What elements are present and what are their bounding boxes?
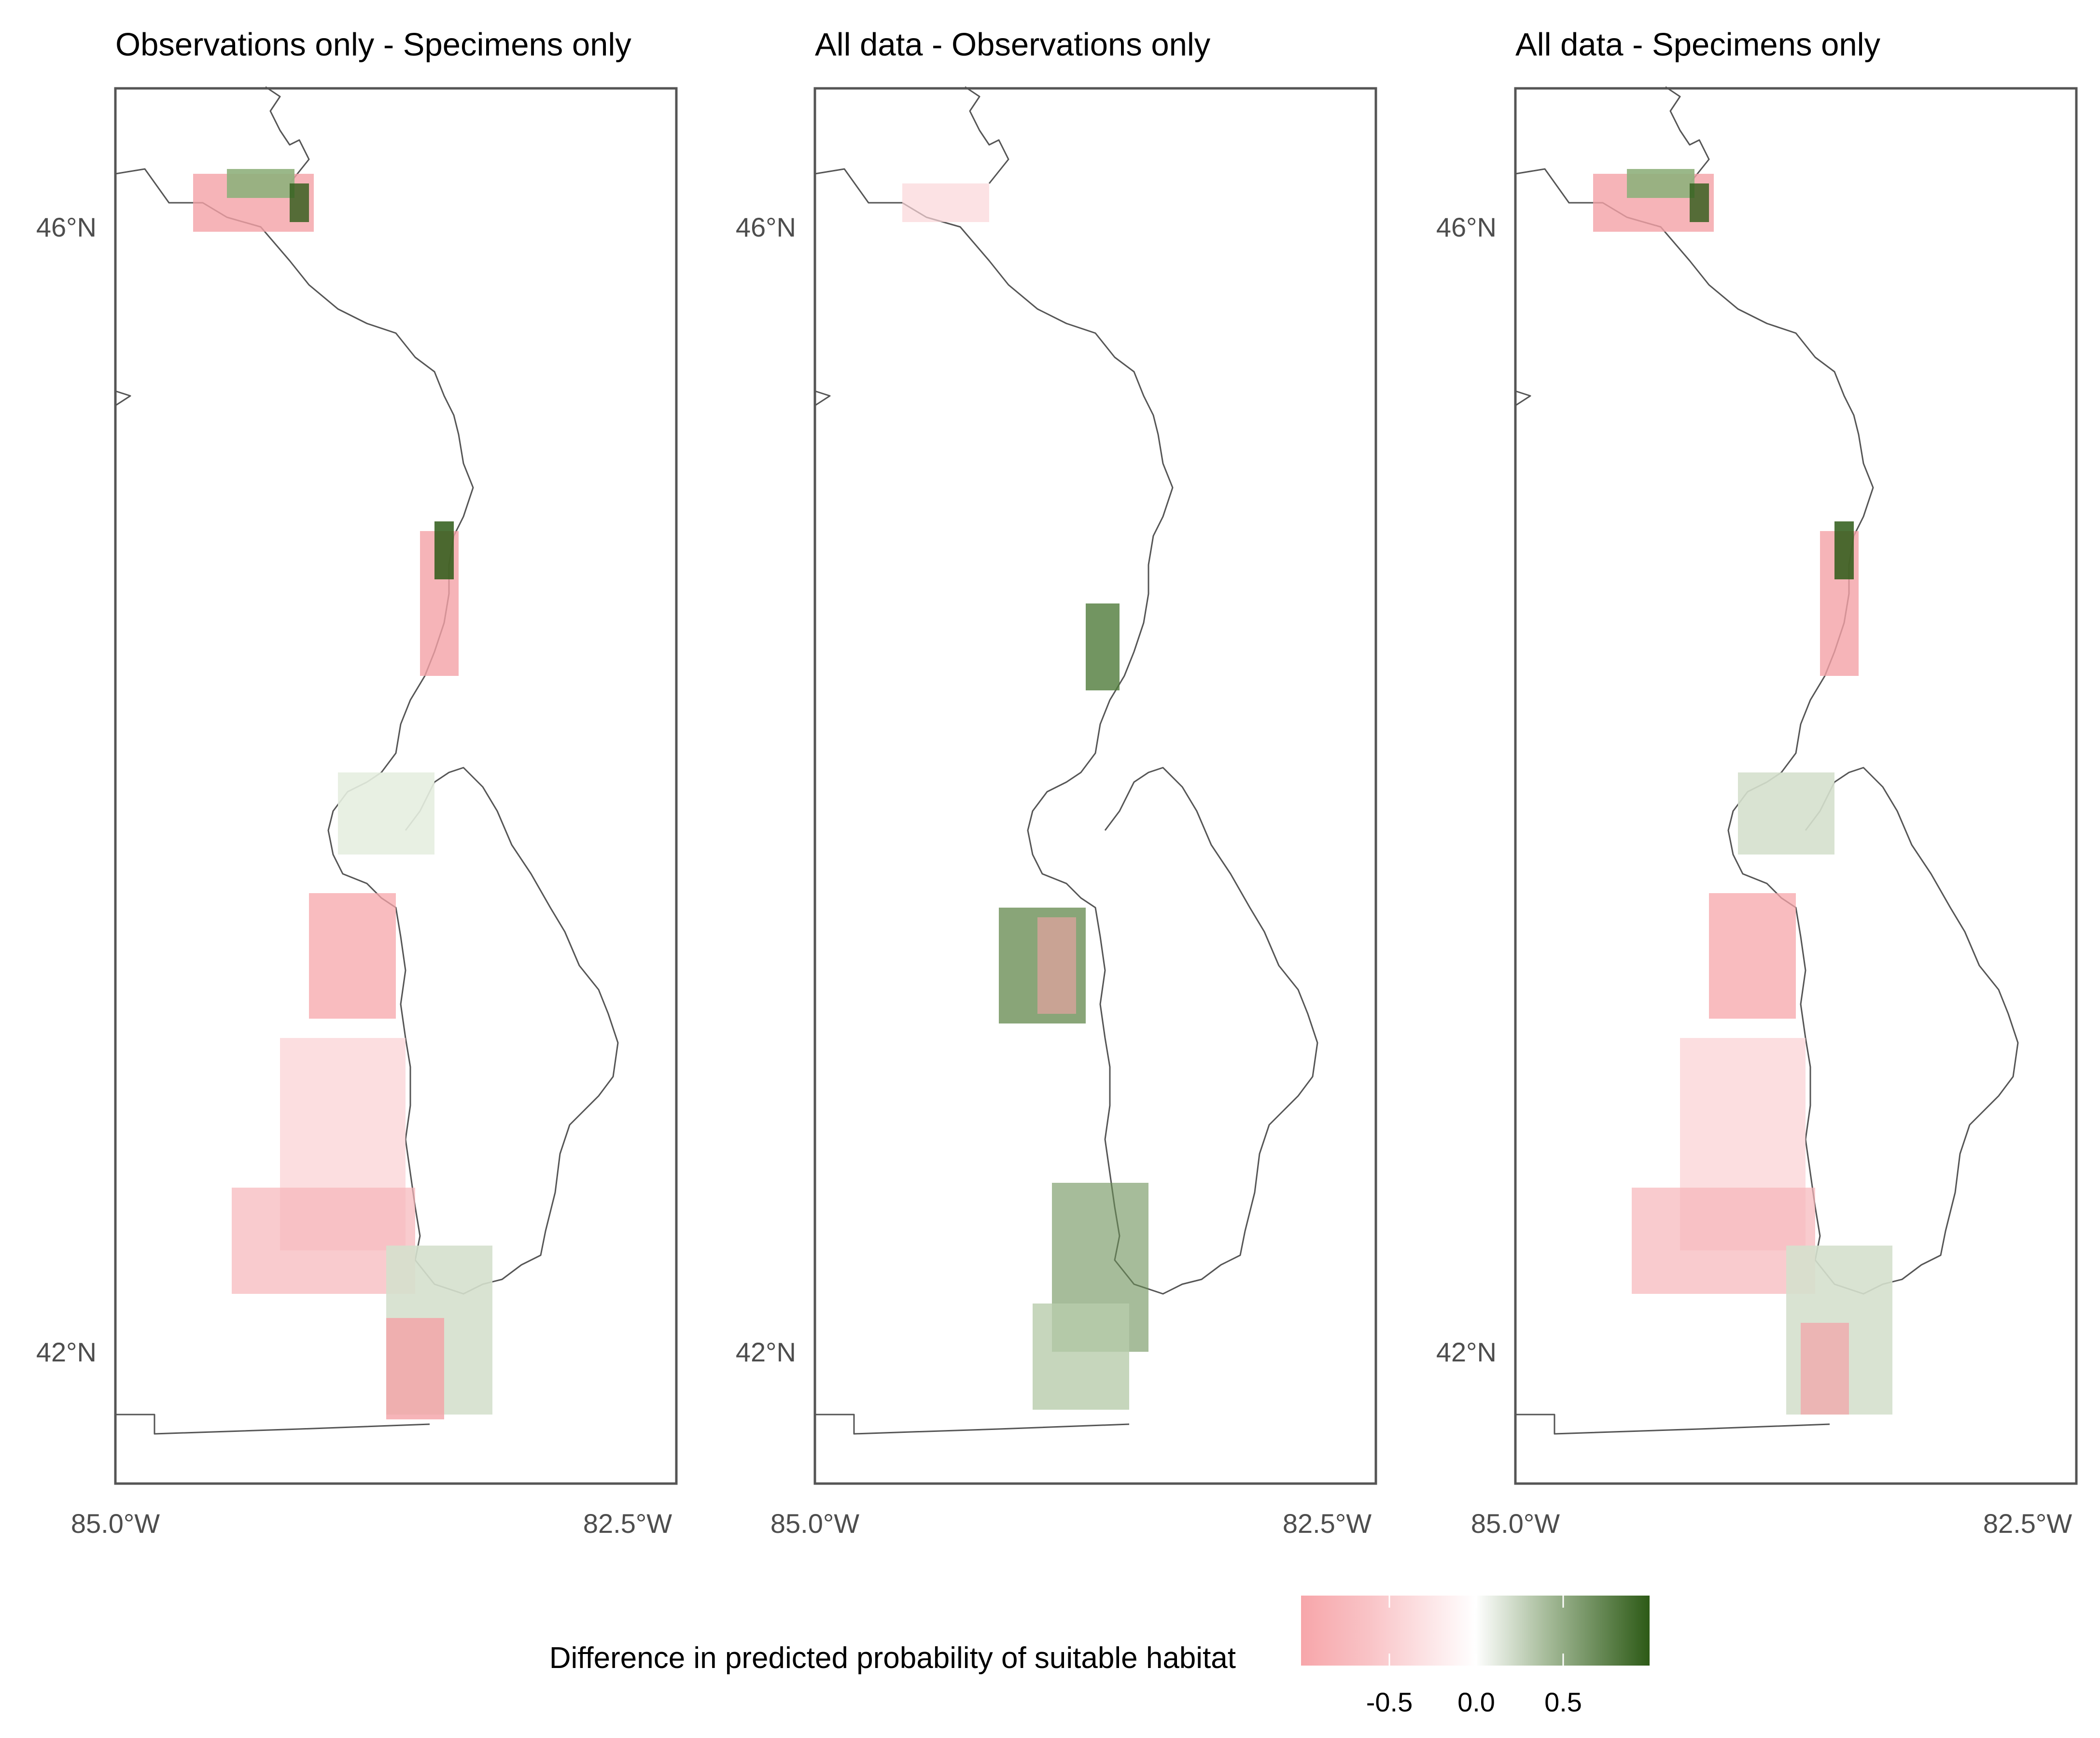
lat-label-42: 42°N: [36, 1337, 97, 1367]
panel-title: All data - Specimens only: [1515, 27, 1880, 63]
lat-label-42: 42°N: [736, 1337, 796, 1367]
panel-title: Observations only - Specimens only: [115, 27, 631, 63]
lat-label-46: 46°N: [736, 212, 796, 242]
lon-label-85: 85.0°W: [1471, 1508, 1560, 1539]
lon-label-82-5: 82.5°W: [1283, 1508, 1372, 1539]
legend-tick-neg: -0.5: [1366, 1687, 1413, 1717]
legend-tick-pos: 0.5: [1544, 1687, 1582, 1717]
lon-label-85: 85.0°W: [770, 1508, 859, 1539]
habitat-raster: [193, 169, 492, 1419]
panel-frame: [1514, 87, 2078, 1485]
legend-title: Difference in predicted probability of s…: [549, 1641, 1236, 1675]
coastline: [115, 86, 619, 1435]
habitat-raster: [902, 183, 1148, 1410]
lat-label-46: 46°N: [36, 212, 97, 242]
legend: Difference in predicted probability of s…: [549, 1596, 1650, 1717]
legend-tick-marks: [1388, 1596, 1564, 1666]
lat-label-46: 46°N: [1436, 212, 1497, 242]
legend-tick-zero: 0.0: [1457, 1687, 1495, 1717]
map-panel-2: All data - Observations only 46°N 42°N 8…: [736, 27, 1377, 1539]
lat-label-42: 42°N: [1436, 1337, 1497, 1367]
panel-title: All data - Observations only: [815, 27, 1211, 63]
map-panel-3: All data - Specimens only 46°N 42°N 85.0…: [1436, 27, 2078, 1539]
legend-colorbar: [1301, 1596, 1650, 1666]
habitat-raster: [1593, 169, 1892, 1415]
coastline: [1515, 86, 2019, 1435]
lon-label-85: 85.0°W: [71, 1508, 160, 1539]
lon-label-82-5: 82.5°W: [583, 1508, 672, 1539]
panel-frame: [114, 87, 678, 1485]
coastline: [814, 86, 1318, 1435]
panel-frame: [813, 87, 1377, 1485]
lon-label-82-5: 82.5°W: [1983, 1508, 2072, 1539]
map-panel-1: Observations only - Specimens only 46°N …: [36, 27, 678, 1539]
